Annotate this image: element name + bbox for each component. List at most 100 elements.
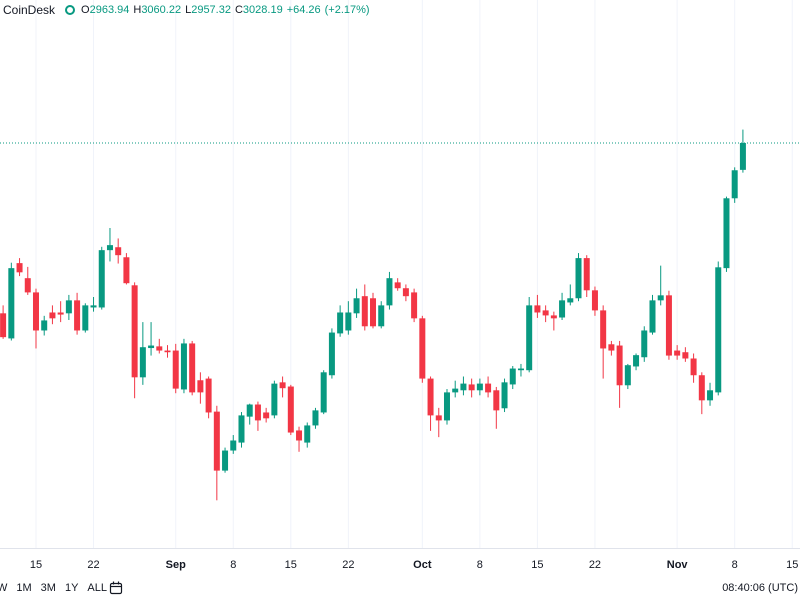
candle-body <box>16 263 23 273</box>
candle-body <box>608 344 615 351</box>
candle-body <box>682 352 689 359</box>
range-button[interactable]: 1M <box>16 582 32 594</box>
range-button[interactable]: 1Y <box>64 582 79 594</box>
candle-body <box>337 312 344 334</box>
candle-body <box>189 343 196 393</box>
candle-body <box>690 358 697 376</box>
candle-body <box>82 305 89 331</box>
change-percent: (+2.17%) <box>324 4 370 16</box>
candle-body <box>427 378 434 416</box>
candle-body <box>139 347 146 378</box>
candle-body <box>452 388 459 393</box>
candle-body <box>197 380 204 393</box>
candle-body <box>271 383 278 416</box>
x-tick-label: 15 <box>531 559 543 571</box>
candle-body <box>74 300 81 331</box>
candle-body <box>230 440 237 451</box>
candle-body <box>493 390 500 411</box>
candle-body <box>345 312 352 331</box>
candle-body <box>148 345 155 349</box>
candle-body <box>476 383 483 391</box>
ohlc-value: 2957.32 <box>191 4 231 16</box>
candle-body <box>509 368 516 385</box>
range-button[interactable]: W <box>0 582 8 594</box>
candle-body <box>559 300 566 318</box>
candle-body <box>739 142 746 170</box>
candle-body <box>731 170 738 199</box>
candle-body <box>131 285 138 378</box>
candle-body <box>394 282 401 289</box>
candle-body <box>296 430 303 441</box>
candle-body <box>600 310 607 349</box>
x-tick-label: 15 <box>285 559 297 571</box>
candle-body <box>49 312 56 319</box>
candle-body <box>222 450 229 471</box>
candle-body <box>485 383 492 393</box>
calendar-icon[interactable] <box>109 581 123 595</box>
candle-body <box>353 298 360 314</box>
candle-body <box>723 198 730 269</box>
candle-body <box>24 278 31 293</box>
x-tick-label: 22 <box>87 559 99 571</box>
candle-body <box>0 313 7 338</box>
x-tick-label: 15 <box>30 559 42 571</box>
candle-body <box>501 382 508 409</box>
candle-body <box>591 290 598 311</box>
candle-body <box>320 372 327 413</box>
candle-body <box>279 382 286 389</box>
candle-body <box>378 305 385 327</box>
x-tick-label: Sep <box>166 559 186 571</box>
ohlc-label: H <box>133 4 142 16</box>
x-tick-label: 22 <box>342 559 354 571</box>
candle-body <box>90 305 97 308</box>
x-tick-label: Nov <box>667 559 689 571</box>
candle-body <box>517 368 524 371</box>
candle-body <box>526 305 533 371</box>
candle-body <box>254 404 261 421</box>
candle-body <box>435 415 442 421</box>
candle-body <box>616 345 623 386</box>
candle-body <box>583 258 590 291</box>
candle-body <box>205 378 212 413</box>
candle-body <box>263 412 270 419</box>
candle-body <box>633 355 640 367</box>
candle-body <box>370 298 377 327</box>
candle-body <box>386 278 393 306</box>
candle-body <box>57 312 64 315</box>
candle-body <box>657 295 664 301</box>
ohlc-value: 3060.22 <box>141 4 182 16</box>
candle-body <box>65 300 72 314</box>
ohlc-label: O <box>81 4 90 16</box>
candle-body <box>402 288 409 297</box>
range-button[interactable]: ALL <box>87 582 107 594</box>
range-button[interactable]: 3M <box>40 582 56 594</box>
candle-body <box>180 343 187 390</box>
ohlc-label: C <box>234 4 243 16</box>
legend-header: CoinDesk O 2963.94 H 3060.22 L 2957.32 C 302… <box>3 3 370 17</box>
x-tick-label: 8 <box>477 559 483 571</box>
candle-body <box>312 410 319 426</box>
candle-body <box>238 415 245 443</box>
candle-body <box>246 404 253 417</box>
candle-body <box>542 310 549 316</box>
clock: 08:40:06 (UTC) <box>722 582 798 594</box>
candle-body <box>460 383 467 391</box>
candle-body <box>213 411 220 471</box>
status-dot <box>65 5 76 15</box>
candle-body <box>304 425 311 443</box>
candle-body <box>32 292 39 331</box>
candle-body <box>674 350 681 356</box>
candle-body <box>98 250 105 308</box>
candle-body <box>698 375 705 401</box>
candle-body <box>172 350 179 389</box>
candle-body <box>115 247 122 256</box>
candle-body <box>328 332 335 376</box>
candle-body <box>361 296 368 327</box>
candle-body <box>534 305 541 313</box>
candle-body <box>443 392 450 421</box>
x-tick-label: Oct <box>413 559 432 571</box>
candle-body <box>41 320 48 331</box>
change: +64.26 <box>286 4 321 16</box>
candle-body <box>8 268 15 339</box>
